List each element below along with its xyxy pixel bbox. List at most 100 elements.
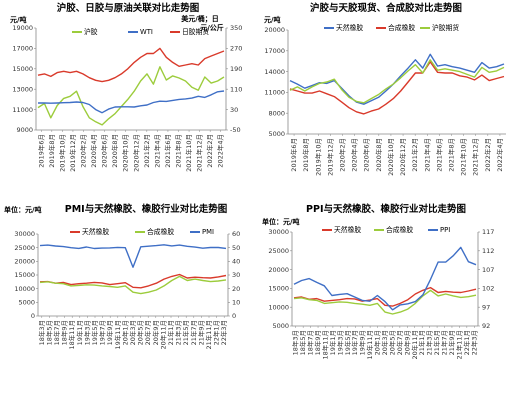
x-tick-label: 21年3月 xyxy=(425,330,434,355)
chart-title: 沪胶与天胶现货、合成胶对比走势图 xyxy=(310,2,462,14)
x-tick-label: 2022年4月 xyxy=(216,134,225,168)
x-tick-label: 2020年10月 xyxy=(121,134,130,172)
legend-label-2: 日胶期货 xyxy=(182,27,209,36)
y-tick-label: 25000 xyxy=(14,244,35,252)
x-tick-label: 2020年6月 xyxy=(362,138,371,172)
legend-label-1: 合成橡胶 xyxy=(388,23,415,32)
y-tick-label: 19000 xyxy=(12,24,33,32)
x-tick-label: 21年5月 xyxy=(181,320,190,345)
x-tick-label: 2021年6月 xyxy=(163,134,172,168)
x-tick-label: 21年3月 xyxy=(174,320,183,345)
x-tick-label: 2020年12月 xyxy=(398,138,407,176)
chart-shfe-spot-synthetic: 沪胶与天胶现货、合成胶对比走势图 元/吨 5000 8000 11000 14000 170… xyxy=(258,0,515,200)
x-tick-label: 20年1月 xyxy=(373,330,382,355)
y-tick-label: 20000 xyxy=(264,26,285,34)
x-tick-label: 22年1月 xyxy=(462,330,471,355)
legend-label-2: 沪胶期货 xyxy=(432,23,459,32)
chart-ppi-rubber: PPI与天然橡胶、橡胶行业对比走势图 单位：元/吨 5000 10000 15000 20… xyxy=(258,200,515,402)
y-tick-label: 10000 xyxy=(268,303,289,311)
x-tick-label: 21年5月 xyxy=(432,330,441,355)
x-tick-label: 2022年2月 xyxy=(205,134,214,168)
x-tick-label: 2021年2月 xyxy=(142,134,151,168)
chart-svg-p3: PMI与天然橡胶、橡胶行业对比走势图 单位：元/吨 0 5000 10000 15000 2… xyxy=(4,203,240,350)
x-tick-label: 20年5月 xyxy=(387,330,396,355)
x-tick-label: 2020年4月 xyxy=(350,138,359,172)
y-tick-label: 14000 xyxy=(264,68,285,76)
left-axis-unit: 元/吨 xyxy=(10,15,27,24)
y-right-tick-label: 30 xyxy=(230,106,238,114)
x-tick-label: 19年3月 xyxy=(335,330,344,355)
x-tick-label: 2021年10月 xyxy=(459,138,468,176)
y-right-tick-label: 0 xyxy=(232,312,236,320)
y-tick-label: 5000 xyxy=(268,130,285,138)
x-tick-label: 2020年8月 xyxy=(374,138,383,172)
x-tick-label: 2021年10月 xyxy=(184,134,193,172)
x-tick-label: 2020年8月 xyxy=(110,134,119,168)
x-tick-label: 18年3月 xyxy=(37,320,46,345)
x-tick-label: 2019年12月 xyxy=(325,138,334,176)
x-tick-label: 18年5月 xyxy=(298,330,307,355)
x-tick-label: 22年3月 xyxy=(219,320,228,345)
y-tick-label: 30000 xyxy=(268,228,289,236)
x-tick-label: 2021年4月 xyxy=(152,134,161,168)
chart-shfe-jp-oil: 沪胶、日胶与原油关联对比走势图 元/吨 美元/桶；日 元/公斤 9000 11000 130… xyxy=(0,0,258,200)
y-tick-label: 13000 xyxy=(12,85,33,93)
y-tick-label: 15000 xyxy=(12,65,33,73)
x-tick-label: 2022年4月 xyxy=(495,138,504,172)
right-axis-unit-line1: 美元/桶；日 xyxy=(181,14,219,23)
series-line-1 xyxy=(293,289,477,315)
x-tick-label: 2020年4月 xyxy=(89,134,98,168)
x-tick-label: 2019年8月 xyxy=(47,134,56,168)
y-tick-label: 17000 xyxy=(264,47,285,55)
left-axis-unit: 单位：元/吨 xyxy=(4,205,42,214)
x-tick-label: 20年11月 xyxy=(158,320,167,350)
x-tick-label: 19年3月 xyxy=(82,320,91,345)
y-right-tick-label: 20 xyxy=(232,285,240,293)
y-tick-label: 17000 xyxy=(12,45,33,53)
x-tick-label: 18年9月 xyxy=(313,330,322,355)
x-tick-label: 2022年2月 xyxy=(483,138,492,172)
x-tick-label: 20年9月 xyxy=(402,330,411,355)
x-tick-label: 20年5月 xyxy=(136,320,145,345)
y-right-tick-label: 60 xyxy=(232,230,240,238)
series-line-1 xyxy=(38,90,225,114)
right-axis-unit-line2: 元/公斤 xyxy=(200,23,224,32)
x-tick-label: 2021年12月 xyxy=(195,134,204,172)
x-tick-label: 2019年10月 xyxy=(57,134,66,172)
series-line-2 xyxy=(39,244,227,268)
x-tick-label: 19年5月 xyxy=(90,320,99,345)
x-tick-label: 18年5月 xyxy=(44,320,53,345)
y-tick-label: 9000 xyxy=(16,126,33,134)
left-axis-unit: 元/吨 xyxy=(264,15,281,24)
x-tick-label: 2019年6月 xyxy=(289,138,298,172)
x-tick-label: 2021年6月 xyxy=(434,138,443,172)
x-tick-label: 18年9月 xyxy=(60,320,69,345)
y-right-tick-label: 92 xyxy=(482,322,490,330)
x-tick-label: 2019年8月 xyxy=(301,138,310,172)
x-tick-label: 2021年2月 xyxy=(410,138,419,172)
y-tick-label: 11000 xyxy=(264,89,285,97)
y-right-tick-label: 112 xyxy=(482,247,494,255)
y-tick-label: 15000 xyxy=(14,271,35,279)
y-right-tick-label: 350 xyxy=(230,24,242,32)
series-line-1 xyxy=(289,61,505,115)
x-tick-label: 22年3月 xyxy=(469,330,478,355)
x-tick-label: 2020年2月 xyxy=(79,134,88,168)
y-tick-label: 10000 xyxy=(14,285,35,293)
series-line-0 xyxy=(37,66,225,126)
y-tick-label: 5000 xyxy=(18,299,35,307)
chart-title: PMI与天然橡胶、橡胶行业对比走势图 xyxy=(65,203,227,215)
series-line-0 xyxy=(293,286,477,307)
x-tick-label: 19年9月 xyxy=(358,330,367,355)
x-tick-label: 20年7月 xyxy=(395,330,404,355)
x-tick-label: 21年11月 xyxy=(454,330,463,360)
x-tick-label: 2021年8月 xyxy=(447,138,456,172)
series-line-2 xyxy=(293,246,477,311)
x-tick-label: 2019年10月 xyxy=(313,138,322,176)
x-tick-label: 19年1月 xyxy=(328,330,337,355)
y-tick-label: 20000 xyxy=(268,266,289,274)
y-tick-label: 25000 xyxy=(268,247,289,255)
y-right-tick-label: 10 xyxy=(232,299,240,307)
